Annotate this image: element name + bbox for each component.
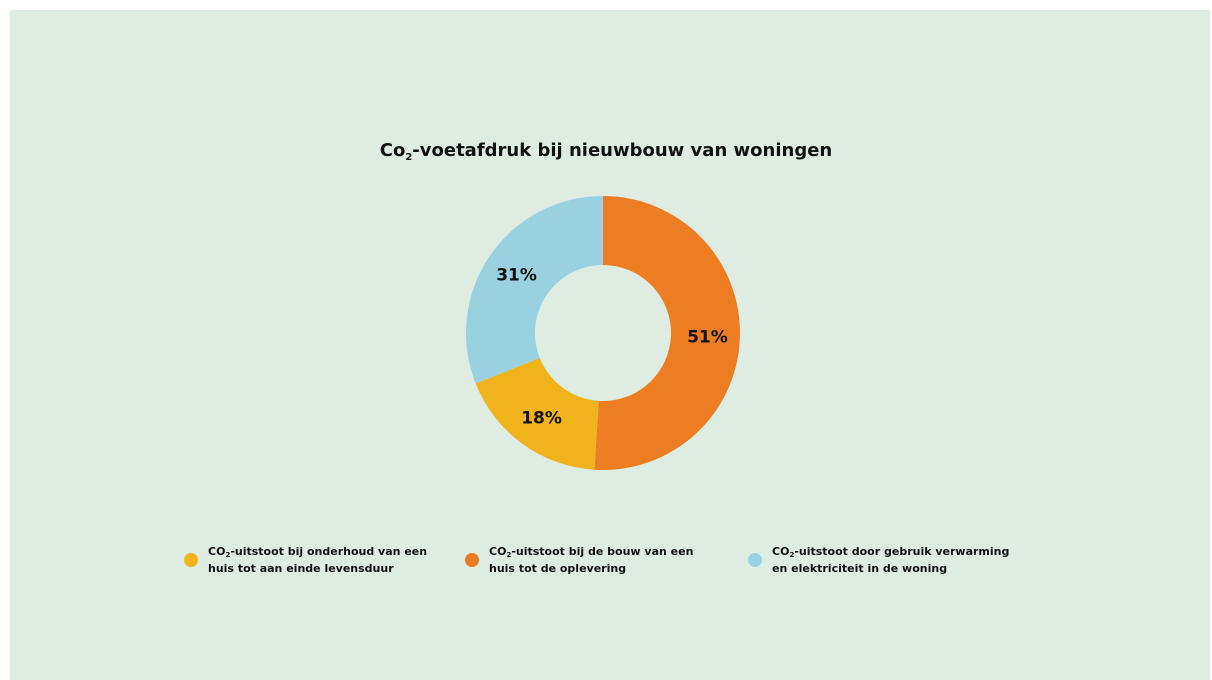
legend-swatch	[748, 553, 762, 567]
chart-panel	[10, 10, 1210, 680]
legend-label: CO2-uitstoot door gebruik verwarming en …	[772, 545, 1010, 575]
legend-label: CO2-uitstoot bij onderhoud van een huis …	[208, 545, 428, 575]
legend-item-construction: CO2-uitstoot bij de bouw van een huis to…	[465, 545, 693, 575]
legend-swatch	[184, 553, 198, 567]
slice-construction	[594, 196, 740, 470]
slice-label-maintenance: 18%	[521, 409, 562, 429]
chart-title: Co2-voetafdruk bij nieuwbouw van woninge…	[379, 140, 833, 163]
legend-item-usage: CO2-uitstoot door gebruik verwarming en …	[748, 545, 1009, 575]
slice-label-construction: 51%	[687, 327, 728, 347]
slice-label-usage: 31%	[496, 265, 537, 285]
slice-maintenance	[475, 358, 599, 470]
legend-label: CO2-uitstoot bij de bouw van een huis to…	[489, 545, 694, 575]
legend-item-maintenance: CO2-uitstoot bij onderhoud van een huis …	[184, 545, 427, 575]
slice-usage	[466, 196, 603, 384]
legend-swatch	[465, 553, 479, 567]
